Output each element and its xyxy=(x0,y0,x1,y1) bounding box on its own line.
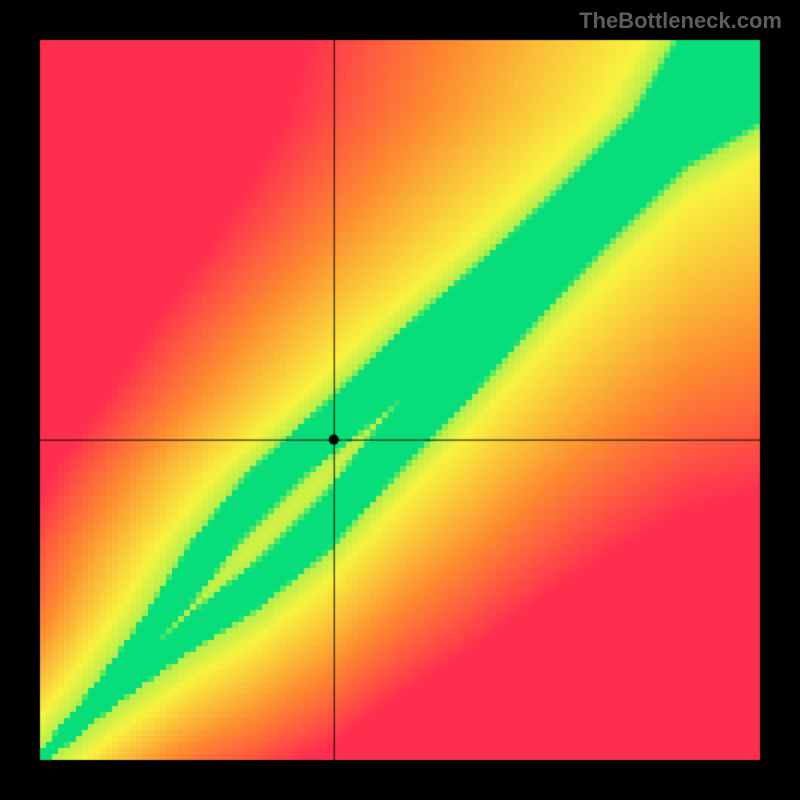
watermark-text: TheBottleneck.com xyxy=(579,8,782,34)
figure-root: TheBottleneck.com xyxy=(0,0,800,800)
bottleneck-heatmap-canvas xyxy=(0,0,800,800)
